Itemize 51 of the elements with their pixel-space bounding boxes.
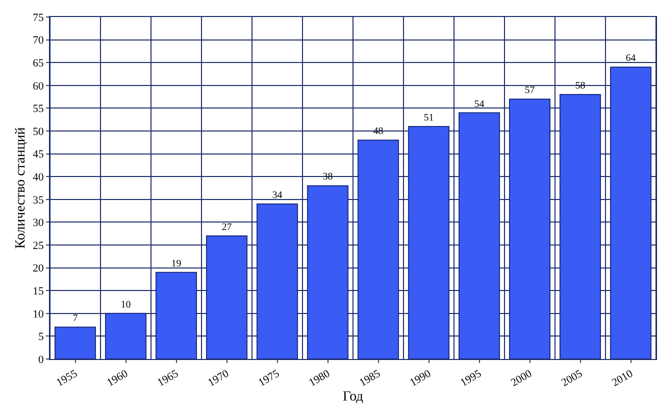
y-tick-label: 0 (38, 354, 44, 366)
bar (408, 126, 450, 359)
y-tick-label: 70 (32, 34, 44, 47)
bar (610, 66, 652, 359)
x-tick-label: 2005 (559, 367, 585, 390)
x-tick-label: 1960 (104, 367, 130, 390)
x-axis-title: Год (342, 389, 364, 404)
bar (358, 140, 399, 359)
x-tick-label: 1985 (357, 367, 383, 390)
bar (206, 235, 248, 359)
data-label: 10 (120, 299, 131, 310)
x-tick-label: 1970 (206, 367, 232, 390)
data-label: 7 (72, 313, 78, 324)
x-tick-label: 1955 (54, 367, 80, 390)
data-label: 34 (272, 190, 282, 201)
x-tick-label: 1980 (306, 367, 332, 390)
y-tick-label: 60 (32, 80, 44, 92)
bar (458, 112, 500, 359)
data-label: 51 (424, 112, 434, 124)
x-tick-label: 1990 (408, 367, 434, 390)
bar (105, 312, 146, 359)
data-label: 27 (222, 222, 232, 233)
bar (156, 272, 197, 359)
y-tick-label: 20 (32, 262, 44, 275)
y-tick-label: 45 (32, 148, 44, 161)
y-tick-label: 25 (32, 240, 44, 252)
x-tick-label: 2010 (610, 367, 636, 390)
y-tick-label: 15 (32, 285, 44, 298)
y-tick-label: 30 (32, 217, 44, 230)
data-label: 57 (524, 85, 535, 96)
y-tick-label: 55 (32, 103, 44, 116)
bar (560, 94, 601, 359)
data-label: 64 (626, 53, 636, 64)
x-tick-label: 2000 (508, 367, 534, 390)
bar (54, 326, 96, 359)
y-tick-label: 65 (32, 57, 44, 70)
x-tick-label: 1965 (155, 367, 181, 390)
x-tick-label: 1975 (256, 367, 282, 390)
y-tick-label: 50 (32, 126, 44, 138)
y-axis-title: Количество станций (13, 126, 28, 249)
bar (509, 98, 550, 359)
bar (256, 203, 298, 359)
y-tick-label: 40 (32, 171, 44, 184)
bar (307, 185, 348, 359)
data-label: 19 (171, 258, 182, 270)
x-tick-label: 1995 (458, 367, 484, 390)
y-tick-label: 75 (32, 12, 44, 24)
y-tick-label: 5 (38, 331, 44, 344)
y-tick-label: 35 (32, 194, 44, 206)
data-label: 54 (474, 98, 484, 110)
y-tick-label: 10 (32, 308, 44, 320)
